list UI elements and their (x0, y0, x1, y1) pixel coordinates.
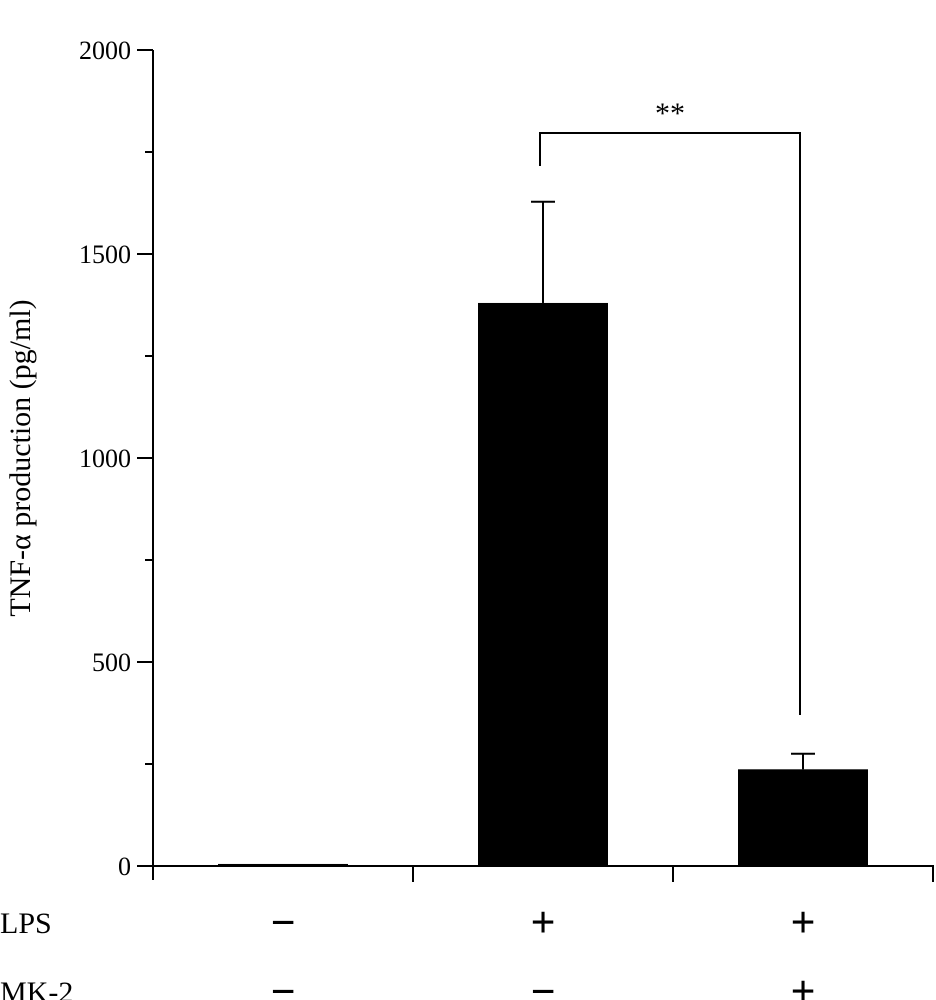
condition-row-label: LPS (0, 907, 52, 940)
error-bars (531, 200, 815, 770)
y-axis-label: TNF-α production (pg/ml) (4, 299, 37, 616)
y-tick-label: 0 (118, 852, 131, 881)
condition-row-label: MK-2 (0, 976, 73, 1000)
significance-annotation: ** (539, 97, 801, 715)
y-tick-label: 500 (92, 648, 131, 677)
condition-table: LPS − + + MK-2 − − + (0, 898, 816, 1000)
condition-sign: + (790, 898, 815, 947)
y-tick-label: 1500 (79, 240, 131, 269)
condition-sign: − (530, 967, 555, 1000)
bar (738, 769, 868, 866)
condition-sign: − (270, 967, 295, 1000)
condition-sign: − (270, 898, 295, 947)
condition-sign: + (530, 898, 555, 947)
significance-label: ** (655, 97, 685, 130)
condition-sign: + (790, 967, 815, 1000)
significance-bracket (539, 132, 801, 715)
y-tick-label: 2000 (79, 36, 131, 65)
y-tick-label: 1000 (79, 444, 131, 473)
bar (478, 302, 608, 867)
bars (218, 302, 868, 867)
bar (218, 863, 348, 866)
